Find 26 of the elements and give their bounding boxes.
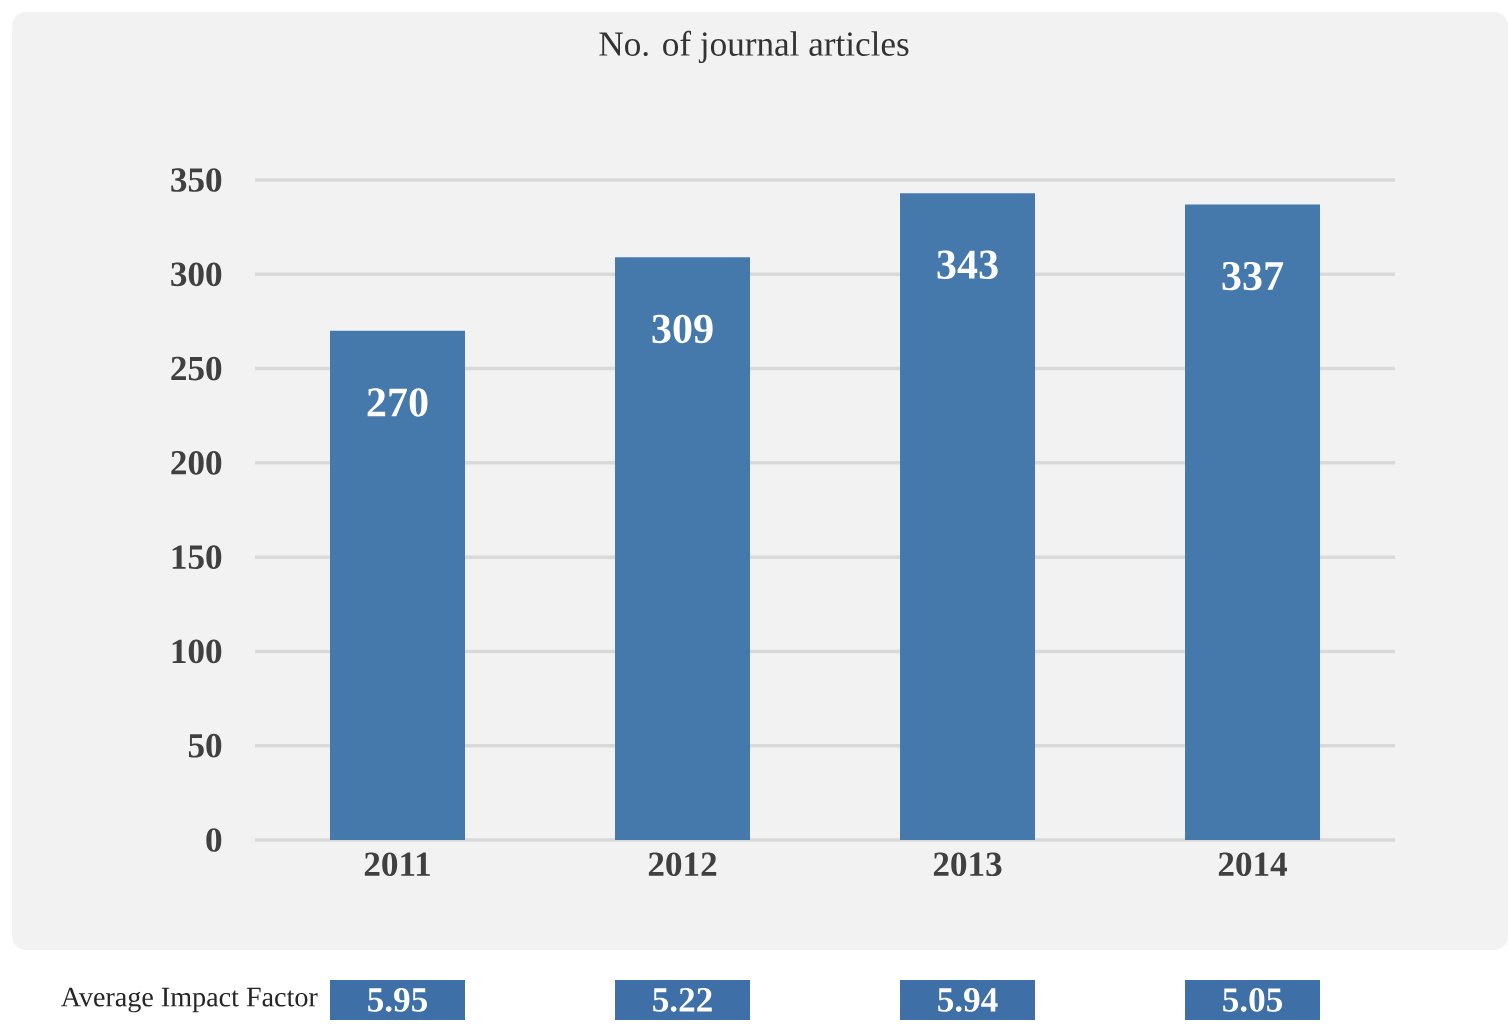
y-tick-label: 350 [171, 168, 222, 192]
y-tick-label: 100 [172, 639, 222, 664]
y-tick-label: 200 [171, 451, 222, 475]
y-tick-label: 150 [172, 545, 222, 569]
x-tick-label: 2013 [933, 852, 1002, 877]
data-label: 5.94 [938, 988, 998, 1012]
bar [615, 257, 751, 840]
bar [900, 193, 1036, 840]
data-label: 343 [937, 250, 998, 279]
data-label: 5.22 [653, 988, 712, 1012]
x-tick-label: 2012 [648, 852, 717, 877]
data-label: 5.95 [368, 988, 428, 1012]
y-tick-label: 300 [171, 262, 222, 287]
data-label: 309 [652, 314, 713, 344]
y-tick-label: 0 [206, 828, 222, 852]
data-label: 5.05 [1223, 988, 1283, 1012]
data-label: 270 [367, 388, 428, 417]
text: Average Impact Factor [60, 987, 318, 1013]
data-label: 337 [1222, 261, 1284, 291]
x-tick-label: 2014 [1218, 852, 1288, 877]
x-tick-label: 2011 [364, 852, 430, 877]
y-tick-label: 250 [171, 356, 222, 381]
chart-title: No. of journal articles [599, 30, 909, 64]
y-tick-label: 50 [188, 733, 222, 758]
bar [330, 330, 466, 840]
bar [1185, 204, 1321, 840]
